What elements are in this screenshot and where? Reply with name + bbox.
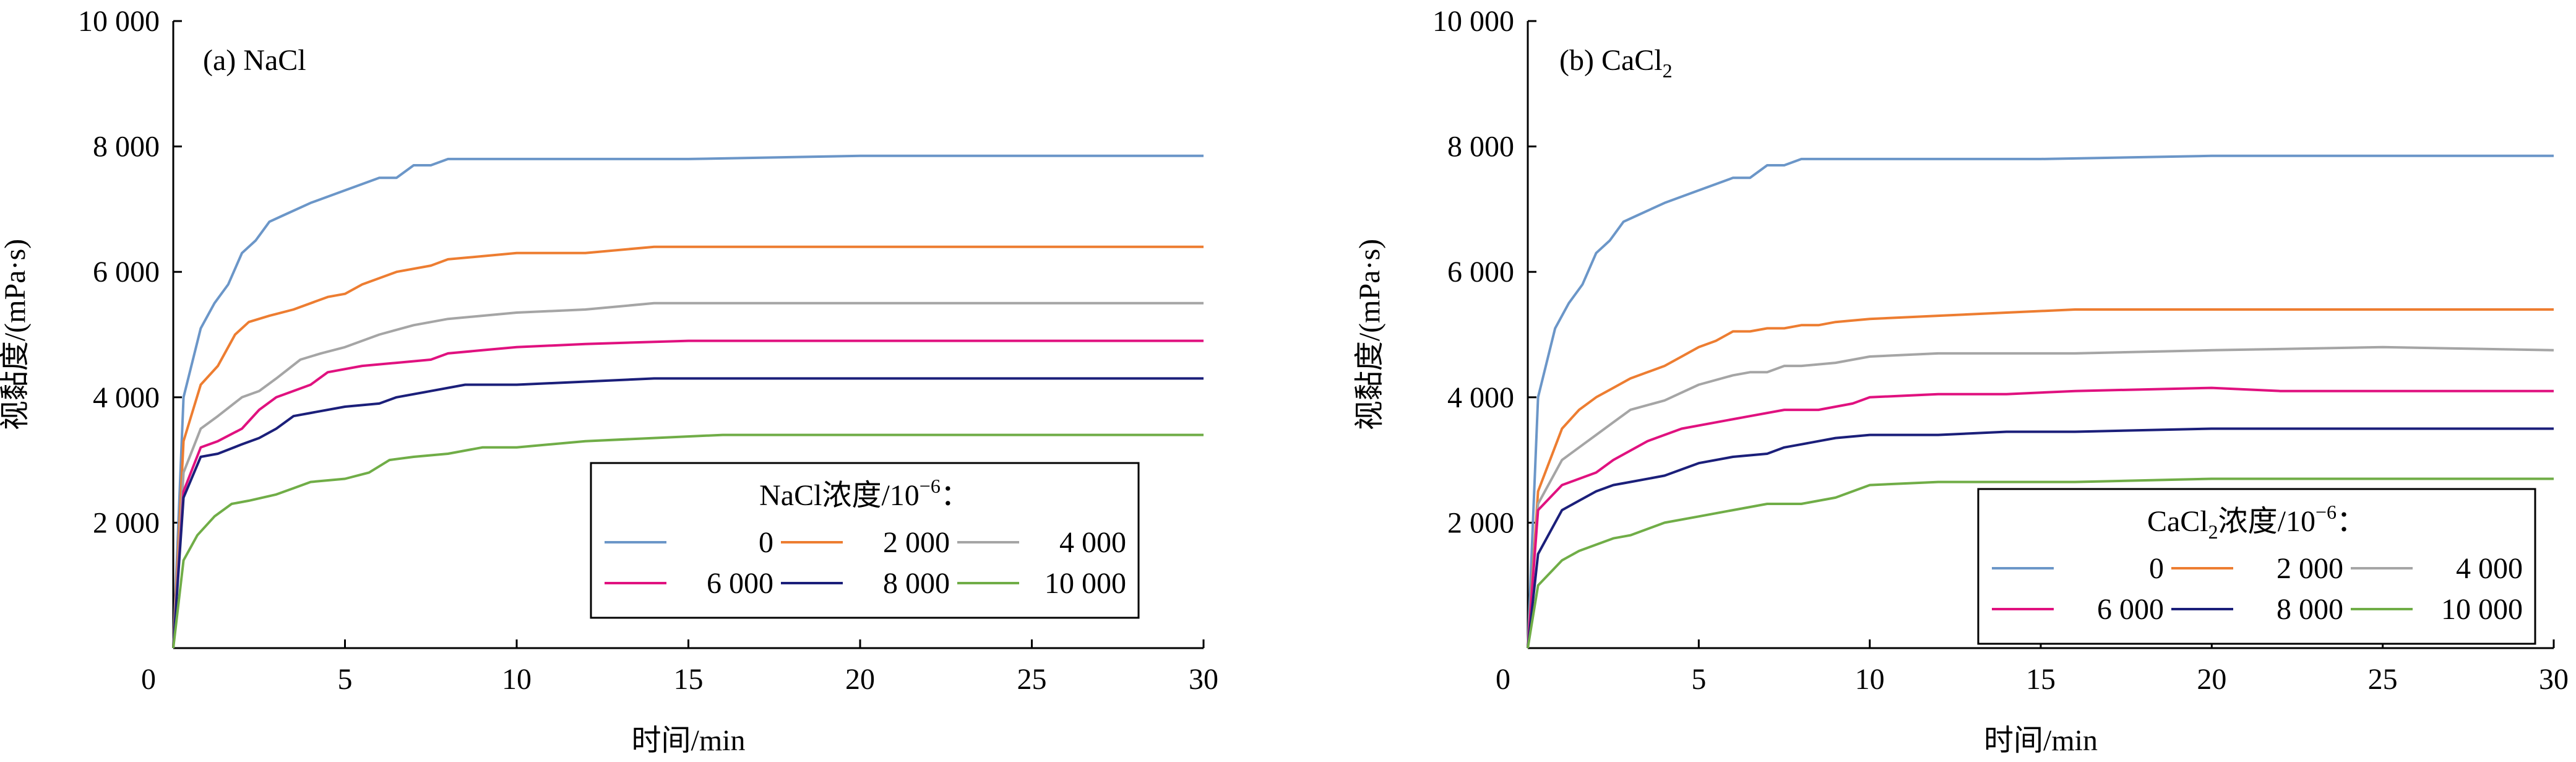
x-axis-title: 时间/min bbox=[631, 724, 745, 757]
x-tick-label: 20 bbox=[845, 663, 875, 696]
series-line-3 bbox=[1527, 386, 2554, 649]
y-tick-label: 10 000 bbox=[1432, 5, 1514, 38]
legend-label-4: 8 000 bbox=[2277, 593, 2343, 626]
series-line-2 bbox=[1527, 345, 2554, 649]
legend: NaCl浓度/10−6： 0 2 000 4 000 6 000 8 000 10 000 bbox=[590, 462, 1140, 619]
y-tick-label: 2 000 bbox=[1447, 506, 1514, 539]
series-line-2 bbox=[172, 301, 1204, 649]
legend-title-end: ： bbox=[2337, 505, 2366, 538]
series-line-5 bbox=[172, 433, 1204, 649]
legend-box bbox=[590, 462, 1140, 619]
y-tick-label: 4 000 bbox=[93, 381, 160, 414]
panel-label: (b) CaCl2 bbox=[1559, 44, 1673, 82]
x-tick-label: 10 bbox=[1855, 663, 1885, 696]
legend-title-superscript: −6 bbox=[2315, 501, 2337, 523]
legend-title: NaCl浓度/10−6： bbox=[759, 475, 970, 512]
legend-title-end: ： bbox=[941, 479, 970, 512]
legend-label-5: 10 000 bbox=[1045, 567, 1126, 600]
series-line-5 bbox=[1527, 477, 2554, 649]
y-axis-title: 视黏度/(mPa·s) bbox=[1353, 239, 1386, 430]
legend-title-superscript: −6 bbox=[920, 475, 941, 497]
series-line-1 bbox=[1527, 308, 2554, 649]
y-tick-label: 6 000 bbox=[1447, 256, 1514, 288]
series-line-0 bbox=[172, 154, 1204, 649]
legend-label-2: 4 000 bbox=[2456, 552, 2523, 585]
legend-label-0: 0 bbox=[2149, 552, 2164, 585]
x-tick-label: 15 bbox=[674, 663, 704, 696]
legend-title-subscript: 2 bbox=[2208, 521, 2218, 543]
x-tick-label: 5 bbox=[338, 663, 353, 696]
legend-title-main: NaCl浓度/10 bbox=[759, 479, 920, 512]
y-tick-label: 8 000 bbox=[1447, 131, 1514, 163]
x-tick-label: 0 bbox=[141, 663, 156, 696]
series-line-4 bbox=[172, 377, 1204, 649]
series-line-1 bbox=[172, 245, 1204, 649]
legend-title-rest: 浓度/10 bbox=[2218, 505, 2315, 538]
legend-label-2: 4 000 bbox=[1059, 526, 1126, 559]
panel-label-text: (a) NaCl bbox=[203, 44, 306, 77]
legend-label-4: 8 000 bbox=[883, 567, 950, 600]
x-tick-label: 25 bbox=[2368, 663, 2398, 696]
y-tick-label: 8 000 bbox=[93, 131, 160, 163]
x-tick-label: 5 bbox=[1691, 663, 1706, 696]
x-tick-label: 0 bbox=[1496, 663, 1510, 696]
legend-label-3: 6 000 bbox=[2097, 593, 2164, 626]
legend-label-5: 10 000 bbox=[2441, 593, 2523, 626]
panel-label-text: (b) CaCl bbox=[1559, 44, 1663, 77]
legend-label-1: 2 000 bbox=[2277, 552, 2343, 585]
legend-label-0: 0 bbox=[759, 526, 773, 559]
legend-box bbox=[1977, 488, 2536, 645]
y-tick-label: 10 000 bbox=[78, 5, 160, 38]
y-tick-label: 2 000 bbox=[93, 506, 160, 539]
panel-label: (a) NaCl bbox=[203, 44, 306, 77]
x-tick-label: 15 bbox=[2026, 663, 2056, 696]
x-axis-title: 时间/min bbox=[1984, 724, 2098, 757]
x-tick-label: 30 bbox=[2539, 663, 2569, 696]
x-tick-label: 30 bbox=[1189, 663, 1218, 696]
legend-title: CaCl2浓度/10−6： bbox=[2147, 501, 2366, 543]
y-tick-label: 6 000 bbox=[93, 256, 160, 288]
panel-label-subscript: 2 bbox=[1663, 59, 1673, 82]
legend-title-main: CaCl bbox=[2147, 505, 2208, 538]
series-line-3 bbox=[172, 339, 1204, 649]
series-line-4 bbox=[1527, 427, 2554, 649]
y-axis-title: 视黏度/(mPa·s) bbox=[0, 239, 32, 430]
legend-label-1: 2 000 bbox=[883, 526, 950, 559]
panel-a: 2 000 4 000 6 000 8 000 10 000 0 5 10 15 20 25 30 时间… bbox=[0, 5, 1218, 757]
x-tick-label: 10 bbox=[502, 663, 532, 696]
series-line-0 bbox=[1527, 154, 2554, 649]
legend: CaCl2浓度/10−6： 0 2 000 4 000 6 000 8 000 10 000 bbox=[1977, 488, 2536, 645]
legend-label-3: 6 000 bbox=[707, 567, 773, 600]
x-tick-label: 25 bbox=[1017, 663, 1047, 696]
y-tick-label: 4 000 bbox=[1447, 381, 1514, 414]
x-tick-label: 20 bbox=[2197, 663, 2226, 696]
